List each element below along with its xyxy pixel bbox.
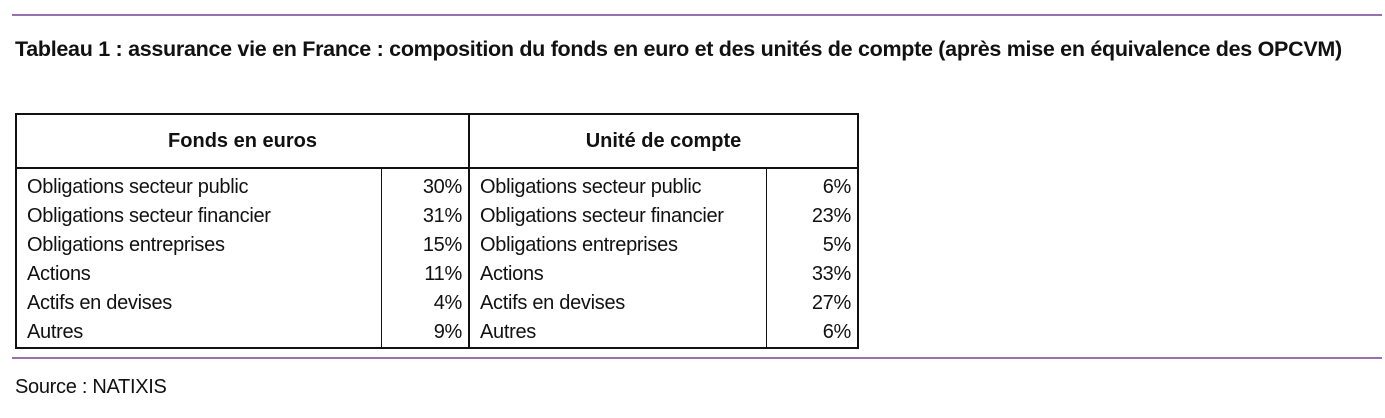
cell-label: Actions: [469, 260, 767, 289]
table-row: Actions 11% Actions 33%: [16, 260, 858, 289]
cell-label: Autres: [16, 318, 382, 348]
cell-value: 30%: [381, 168, 470, 202]
cell-label: Actions: [16, 260, 382, 289]
cell-label: Obligations secteur financier: [469, 202, 767, 231]
bottom-rule: [12, 357, 1382, 359]
cell-value: 11%: [381, 260, 470, 289]
cell-label: Obligations secteur financier: [16, 202, 382, 231]
cell-label: Actifs en devises: [16, 289, 382, 318]
source: Source : NATIXIS: [15, 376, 167, 398]
cell-label: Obligations secteur public: [16, 168, 382, 202]
cell-value: 23%: [811, 205, 851, 227]
top-rule: [12, 14, 1382, 16]
cell-label: Obligations entreprises: [469, 231, 767, 260]
table-row: Actifs en devises 4% Actifs en devises 27%: [16, 289, 858, 318]
table-row: Autres 9% Autres 6%: [16, 318, 858, 348]
cell-value: 27%: [811, 292, 851, 314]
header-row: Fonds en euros Unité de compte: [15, 113, 859, 169]
table-row: Obligations secteur financier 31% Obligati…: [16, 202, 858, 231]
cell-label: Obligations secteur public: [469, 168, 767, 202]
cell-value: 33%: [811, 263, 851, 285]
table: Fonds en euros Unité de compte Obligatio…: [15, 113, 859, 349]
cell-value: 4%: [381, 289, 470, 318]
column-header: Unité de compte: [468, 113, 859, 169]
cell-value: 15%: [381, 231, 470, 260]
cell-value: 9%: [381, 318, 470, 348]
table-row: Obligations entreprises 15% Obligations en…: [16, 231, 858, 260]
cell-value: 5%: [822, 234, 852, 256]
cell-value: 6%: [822, 176, 852, 198]
title: Tableau 1 : assurance vie en France : co…: [15, 37, 1342, 61]
cell-label: Actifs en devises: [469, 289, 767, 318]
cell-value: 31%: [381, 202, 470, 231]
cell-value: 6%: [822, 321, 852, 343]
table-body: Obligations secteur public 30% Obligations…: [16, 168, 858, 348]
cell-label: Autres: [469, 318, 767, 348]
cell-label: Obligations entreprises: [16, 231, 382, 260]
column-header: Fonds en euros: [15, 113, 470, 169]
table-row: Obligations secteur public 30% Obligations…: [16, 168, 858, 202]
